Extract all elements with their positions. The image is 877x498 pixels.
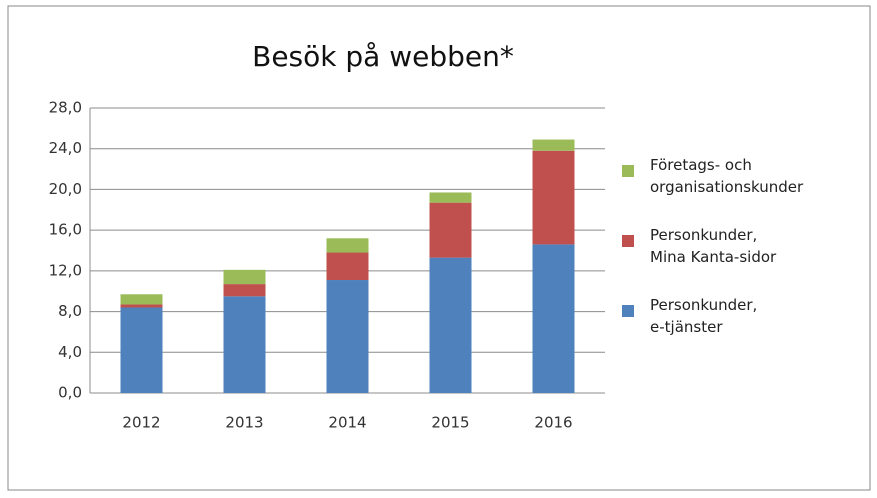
legend-label: Företags- och organisationskunder [650,156,804,196]
y-tick-label: 4,0 [58,343,82,361]
y-tick-label: 16,0 [49,221,82,239]
y-tick-label: 24,0 [49,139,82,157]
bar-segment [429,192,472,203]
x-tick-label: 2012 [122,414,160,432]
legend-swatch [622,165,634,177]
y-tick-label: 12,0 [49,261,82,279]
x-tick-label: 2016 [534,414,572,432]
bar-segment [429,257,472,393]
bar-segment [223,284,266,297]
bar-segment [326,252,369,281]
x-tick-label: 2014 [328,414,366,432]
bar-segment [532,139,575,151]
y-tick-label: 8,0 [58,302,82,320]
bar-segment [532,150,575,245]
y-tick-label: 28,0 [49,99,82,117]
bar-segment [532,244,575,393]
chart-title: Besök på webben* [252,40,514,73]
y-tick-label: 0,0 [58,384,82,402]
legend-label: Personkunder, Mina Kanta-sidor [650,226,777,266]
legend-swatch [622,305,634,317]
x-tick-label: 2013 [225,414,263,432]
bar-segment [223,269,266,285]
legend-label: Personkunder, e-tjänster [650,296,758,336]
bar-segment [223,296,266,393]
x-tick-label: 2015 [431,414,469,432]
bar-segment [120,304,163,308]
legend-swatch [622,235,634,247]
bar-segment [120,294,163,305]
bar-segment [326,280,369,393]
bar-segment [120,307,163,393]
bar-segment [429,202,472,258]
bar-segment [326,238,369,253]
y-tick-label: 20,0 [49,180,82,198]
